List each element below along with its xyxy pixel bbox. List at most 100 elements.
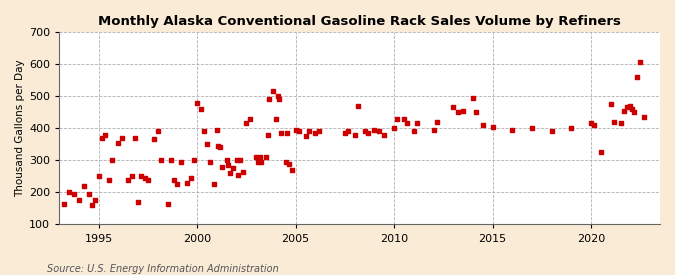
Point [223,163,234,167]
Point [294,129,304,134]
Point [202,142,213,147]
Point [225,171,236,175]
Point [290,128,301,132]
Point [362,131,373,135]
Point [205,160,216,164]
Point [468,95,479,100]
Point [628,110,639,114]
Point [217,164,227,169]
Point [234,158,245,163]
Point [275,131,286,135]
Point [626,107,637,111]
Point [284,161,294,166]
Point [123,177,134,182]
Point [116,136,127,140]
Point [352,104,363,108]
Point [264,97,275,101]
Point [526,126,537,130]
Point [139,176,150,180]
Point [458,108,468,113]
Point [487,124,498,129]
Point [280,160,291,164]
Point [471,110,482,114]
Point [632,75,643,79]
Point [359,129,370,134]
Point [126,174,137,178]
Point [192,100,202,105]
Point [271,116,281,121]
Point [477,123,488,127]
Point [274,97,285,101]
Point [172,182,183,186]
Title: Monthly Alaska Conventional Gasoline Rack Sales Volume by Refiners: Monthly Alaska Conventional Gasoline Rac… [99,15,621,28]
Point [130,136,140,140]
Point [589,123,600,127]
Point [300,134,311,138]
Point [263,133,273,137]
Point [639,115,649,119]
Point [254,155,265,159]
Point [272,94,283,98]
Point [238,169,248,174]
Point [267,89,278,94]
Point [448,105,458,109]
Point [63,190,74,195]
Point [84,192,95,196]
Point [228,166,239,170]
Point [304,129,315,134]
Point [149,137,160,142]
Point [379,133,389,137]
Point [635,60,646,65]
Point [369,128,380,132]
Point [622,105,632,109]
Point [211,128,222,132]
Point [133,200,144,204]
Point [188,158,199,163]
Point [182,181,193,185]
Point [618,108,629,113]
Point [350,133,360,137]
Point [97,136,107,140]
Point [625,104,636,108]
Point [208,182,219,186]
Text: Source: U.S. Energy Information Administration: Source: U.S. Energy Information Administ… [47,264,279,274]
Point [195,107,206,111]
Point [142,177,153,182]
Point [78,184,89,188]
Point [586,121,597,126]
Point [392,116,403,121]
Point [507,128,518,132]
Point [107,158,117,163]
Point [389,126,400,130]
Point [595,150,606,155]
Point [252,160,263,164]
Point [213,144,224,148]
Point [340,131,350,135]
Point [412,121,423,126]
Point [169,177,180,182]
Point [69,192,80,196]
Point [244,116,255,121]
Point [605,102,616,106]
Point [453,110,464,114]
Point [165,158,176,163]
Point [198,129,209,134]
Point [241,121,252,126]
Point [615,121,626,126]
Point [566,126,576,130]
Point [546,129,557,134]
Point [374,129,385,134]
Point [233,172,244,177]
Point [402,121,412,126]
Point [261,155,271,159]
Point [231,158,242,163]
Point [74,198,84,203]
Point [313,129,324,134]
Point [103,177,114,182]
Point [156,158,167,163]
Point [93,174,104,178]
Point [87,203,98,207]
Point [100,133,111,137]
Point [282,131,293,135]
Point [287,168,298,172]
